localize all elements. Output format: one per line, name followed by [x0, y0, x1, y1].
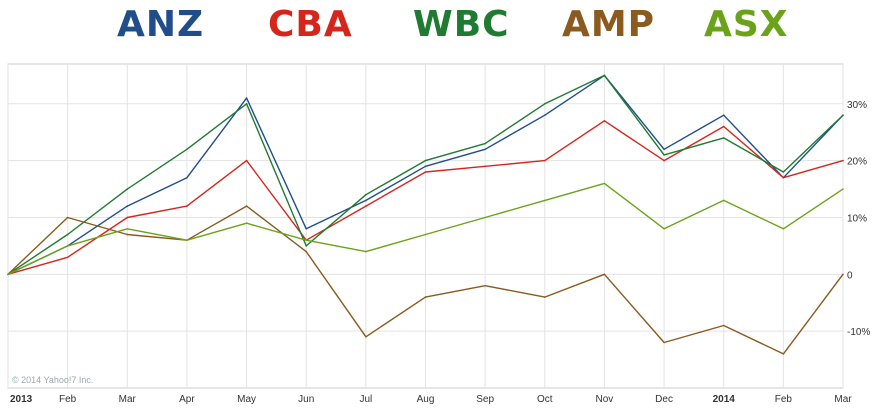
data-point-asx [66, 245, 69, 247]
y-tick-label: -10% [847, 327, 870, 338]
data-point-asx [305, 239, 308, 241]
axis-ticks: 30% 20% 10% 0 -10% 2013 Feb Mar Apr May Jun Jul Aug S… [10, 100, 870, 405]
legend-item-amp: AMP [562, 4, 656, 45]
data-point-amp [484, 284, 486, 287]
data-point-asx [484, 216, 486, 219]
data-point-asx [365, 250, 367, 253]
data-point-anz [365, 199, 367, 202]
x-tick-label: Aug [417, 394, 435, 405]
data-point-asx [7, 273, 9, 276]
data-point-anz [186, 176, 188, 179]
data-point-anz [305, 228, 308, 230]
x-tick-label: 2014 [713, 394, 736, 405]
data-point-amp [126, 233, 129, 236]
x-tick-label: Oct [537, 394, 553, 405]
data-point-amp [603, 273, 606, 276]
data-point-asx [424, 233, 427, 236]
data-point-asx [722, 199, 725, 202]
data-point-asx [603, 182, 606, 185]
data-point-wbc [484, 142, 486, 145]
legend: ANZ CBA WBC AMP ASX [0, 0, 872, 56]
data-point-wbc [66, 233, 69, 236]
data-point-anz [663, 148, 665, 151]
data-point-amp [245, 205, 248, 207]
y-tick-label: 0 [847, 270, 853, 281]
x-tick-label: 2013 [10, 394, 33, 405]
y-tick-label: 20% [847, 157, 867, 168]
data-point-asx [842, 188, 844, 190]
data-point-cba [842, 159, 844, 162]
x-tick-label: Mar [834, 394, 852, 405]
data-point-amp [842, 273, 844, 276]
data-point-anz [544, 114, 546, 116]
x-tick-label: Feb [59, 394, 77, 405]
data-point-cba [365, 205, 367, 207]
x-tick-label: Jun [298, 394, 314, 405]
data-point-cba [544, 159, 546, 162]
data-point-wbc [842, 114, 844, 116]
data-point-cba [186, 205, 188, 207]
data-point-amp [544, 296, 546, 298]
legend-item-wbc: WBC [413, 4, 510, 45]
x-tick-label: Nov [596, 394, 614, 405]
y-tick-label: 10% [847, 213, 867, 224]
data-point-asx [126, 228, 129, 230]
data-point-wbc [782, 171, 785, 173]
legend-item-anz: ANZ [117, 4, 205, 45]
data-point-cba [245, 159, 248, 162]
y-tick-label: 30% [847, 100, 867, 111]
data-point-wbc [722, 137, 725, 139]
data-point-wbc [126, 188, 129, 190]
data-point-anz [424, 165, 427, 168]
data-point-wbc [603, 74, 606, 77]
data-point-cba [424, 171, 427, 173]
data-point-anz [484, 148, 486, 151]
x-tick-label: Feb [775, 394, 793, 405]
data-point-cba [66, 256, 69, 259]
data-point-amp [424, 296, 427, 298]
data-point-wbc [424, 159, 427, 162]
x-tick-label: Mar [119, 394, 137, 405]
data-point-wbc [544, 103, 546, 105]
data-point-wbc [663, 154, 665, 156]
x-tick-label: Sep [476, 394, 494, 405]
data-point-cba [722, 125, 725, 128]
data-point-amp [365, 336, 367, 338]
data-point-cba [484, 165, 486, 168]
legend-item-asx: ASX [704, 4, 789, 45]
data-point-wbc [365, 193, 367, 196]
x-tick-label: Apr [179, 394, 195, 405]
legend-item-cba: CBA [268, 4, 353, 45]
data-point-asx [544, 199, 546, 202]
data-point-cba [603, 120, 606, 122]
data-point-asx [186, 239, 188, 241]
data-point-amp [782, 353, 785, 355]
data-point-anz [722, 114, 725, 116]
data-point-cba [126, 216, 129, 219]
data-point-wbc [245, 103, 248, 105]
data-point-wbc [186, 148, 188, 151]
data-point-anz [126, 205, 129, 207]
data-point-asx [782, 228, 785, 230]
data-point-amp [66, 216, 69, 219]
data-point-cba [782, 176, 785, 179]
data-point-wbc [305, 245, 308, 247]
data-point-cba [663, 159, 665, 162]
series-lines [7, 74, 844, 355]
data-point-asx [663, 228, 665, 230]
x-tick-label: May [237, 394, 256, 405]
data-point-amp [722, 324, 725, 327]
x-tick-label: Jul [359, 394, 372, 405]
copyright-text: © 2014 Yahoo!7 Inc. [12, 375, 93, 385]
gridlines [7, 63, 844, 389]
data-point-asx [245, 222, 248, 224]
data-point-anz [245, 97, 248, 99]
x-tick-label: Dec [655, 394, 673, 405]
data-point-amp [663, 341, 665, 344]
data-point-amp [305, 250, 308, 253]
